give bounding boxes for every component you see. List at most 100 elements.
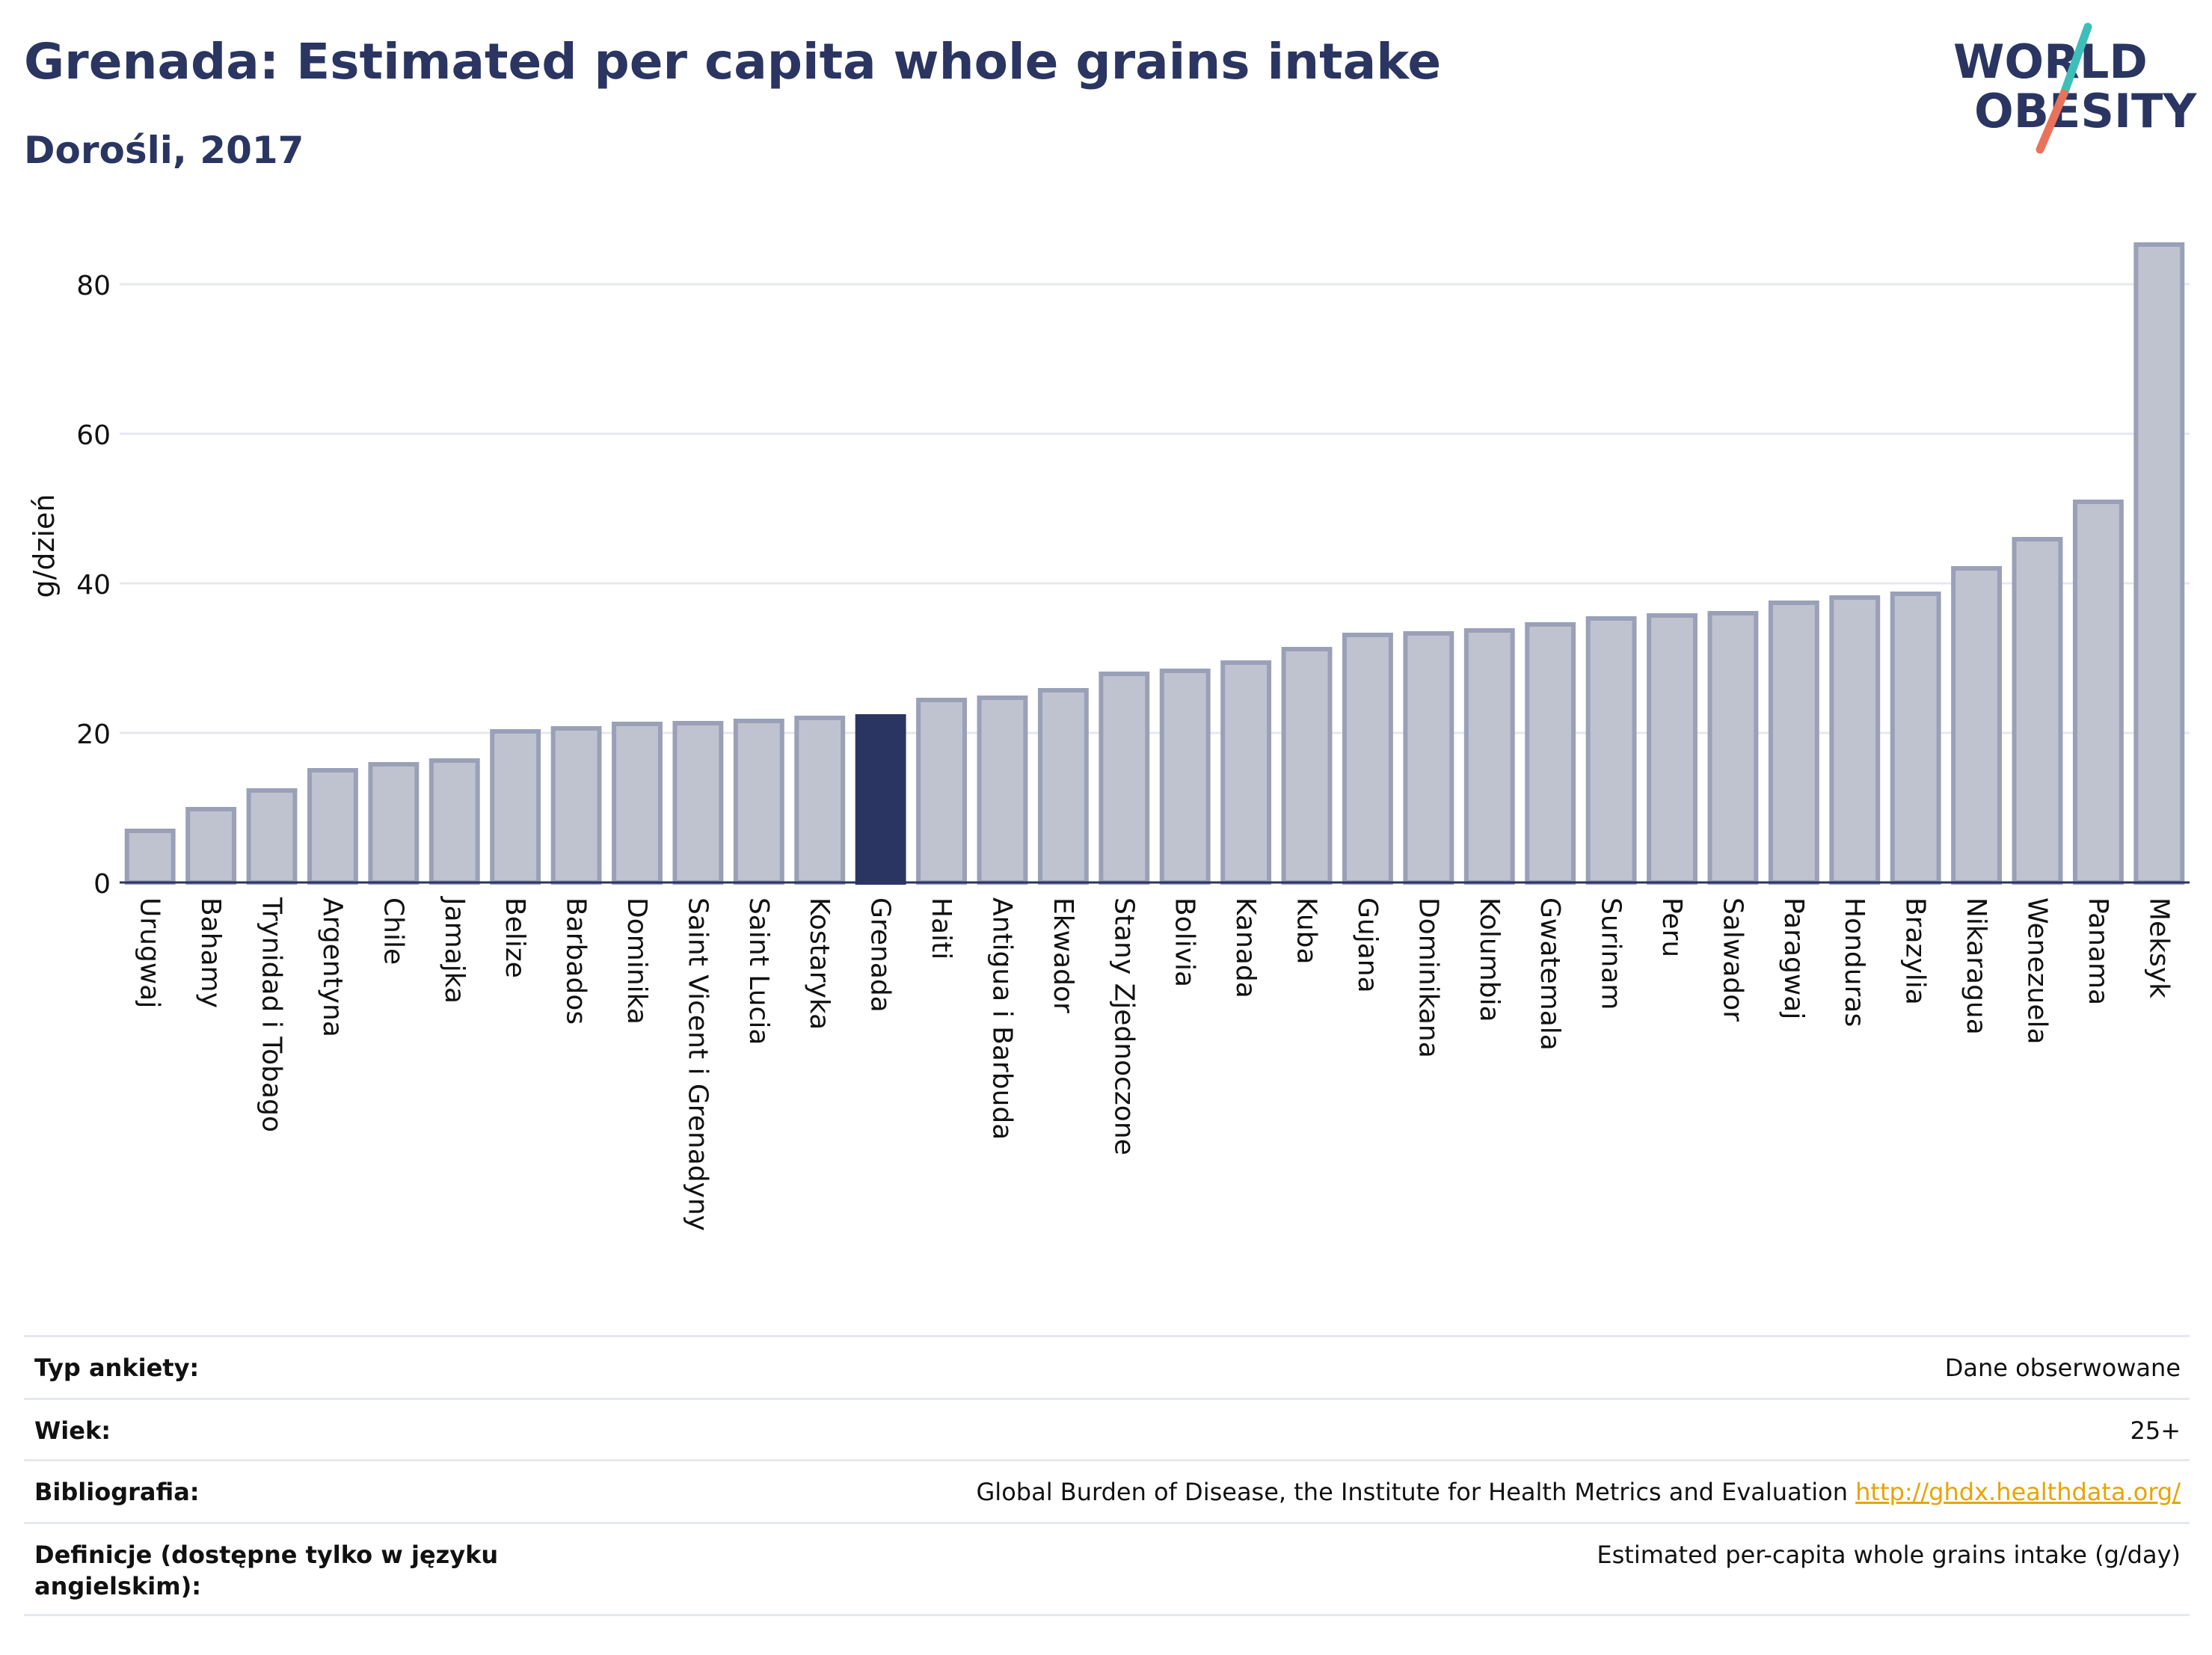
bar-trynidad-i-tobago	[246, 788, 298, 885]
logo-slash-coral	[2036, 89, 2068, 154]
bar-antigua-i-barbuda	[977, 696, 1028, 885]
bar-kanada	[1220, 660, 1272, 885]
bar-kolumbia	[1463, 628, 1515, 885]
bar-meksyk	[2133, 242, 2185, 885]
bar-chile	[368, 762, 420, 885]
meta-value-text: Global Burden of Disease, the Institute …	[976, 1478, 1848, 1506]
x-tick-label: Urugwaj	[135, 897, 165, 1008]
page-subtitle: Dorośli, 2017	[24, 129, 304, 172]
x-tick-label: Gwatemala	[1534, 897, 1565, 1051]
x-tick-label: Belize	[500, 897, 530, 978]
source-link[interactable]: http://ghdx.healthdata.org/	[1855, 1478, 2181, 1506]
bar-dominika	[612, 722, 663, 885]
x-tick-label: Gujana	[1352, 897, 1383, 993]
bar-chart: 0 20 40 60 80 Urugwaj Bahamy Trynidad i Tobago A…	[28, 242, 2190, 1231]
logo-line1: WORLD	[1953, 34, 2148, 89]
meta-label: Definicje (dostępne tylko w języku angie…	[34, 1541, 499, 1600]
x-tick-label: Bahamy	[195, 897, 226, 1008]
bars	[124, 242, 2185, 885]
meta-value: Dane obserwowane	[1945, 1352, 2190, 1384]
bar-kostaryka	[794, 716, 846, 885]
x-tick-label: Brazylia	[1900, 897, 1931, 1005]
meta-row: Definicje (dostępne tylko w języku angie…	[24, 1522, 2190, 1616]
meta-row: Typ ankiety: Dane obserwowane	[24, 1335, 2190, 1398]
bar-gujana	[1342, 633, 1393, 885]
bar-ekwador	[1037, 688, 1089, 885]
x-tick-label: Saint Lucia	[743, 897, 774, 1045]
x-tick-label: Meksyk	[2143, 897, 2174, 998]
meta-label: Bibliografia:	[34, 1478, 200, 1506]
x-tick-label: Kanada	[1230, 897, 1261, 998]
bar-peru	[1647, 613, 1698, 885]
x-tick-label: Stany Zjednoczone	[1108, 897, 1139, 1155]
bar-brazylia	[1890, 592, 1941, 885]
bar-belize	[490, 729, 541, 885]
x-tick-label: Argentyna	[317, 897, 348, 1037]
x-tick-label: Ekwador	[1048, 897, 1078, 1013]
y-tick-label: 60	[76, 420, 111, 451]
x-tick-label: Dominikana	[1413, 897, 1443, 1058]
x-tick-label: Kolumbia	[1474, 897, 1505, 1022]
meta-value: 25+	[2130, 1415, 2190, 1446]
bar-gwatemala	[1525, 622, 1576, 885]
bar-salwador	[1707, 611, 1759, 885]
meta-value: Estimated per-capita whole grains intake…	[1597, 1539, 2190, 1570]
metadata-table: Typ ankiety: Dane obserwowane Wiek: 25+ Bibl…	[24, 1335, 2190, 1616]
bar-haiti	[916, 698, 967, 885]
logo-slash-teal	[2059, 22, 2092, 98]
meta-value-text: Dane obserwowane	[1944, 1354, 2181, 1382]
x-tick-label: Peru	[1656, 897, 1687, 957]
bar-nikaragua	[1951, 566, 2002, 885]
page-title: Grenada: Estimated per capita whole grai…	[24, 33, 1442, 90]
x-tick-label: Barbados	[561, 897, 592, 1025]
x-tick-label: Wenezuela	[2021, 897, 2052, 1045]
bar-paragwaj	[1768, 601, 1819, 885]
x-tick-label: Bolivia	[1170, 897, 1200, 987]
x-tick-label: Jamajka	[439, 896, 470, 1004]
x-tick-label: Grenada	[865, 897, 896, 1013]
logo-line2: OBESITY	[1974, 84, 2197, 138]
bar-grenada	[855, 714, 906, 885]
x-tick-label: Trynidad i Tobago	[256, 897, 287, 1132]
x-tick-label: Dominika	[621, 897, 652, 1025]
bar-saint-lucia	[733, 719, 784, 885]
bar-barbados	[550, 726, 602, 885]
bar-bahamy	[185, 807, 237, 885]
bar-honduras	[1829, 595, 1881, 885]
x-tick-label: Antigua i Barbuda	[986, 897, 1017, 1140]
bar-stany-zjednoczone	[1099, 672, 1150, 885]
bar-wenezuela	[2012, 537, 2063, 885]
meta-row: Bibliografia: Global Burden of Disease, t…	[24, 1459, 2190, 1522]
meta-label: Wiek:	[34, 1416, 111, 1445]
x-tick-label: Saint Vicent i Grenadyny	[682, 897, 713, 1231]
meta-value: Global Burden of Disease, the Institute …	[977, 1476, 2190, 1508]
x-tick-label: Nikaragua	[1961, 897, 1991, 1035]
meta-row: Wiek: 25+	[24, 1398, 2190, 1459]
x-tick-label: Panama	[2083, 897, 2113, 1005]
y-tick-label: 40	[76, 570, 111, 601]
y-tick-label: 80	[76, 271, 111, 301]
x-tick-label: Kostaryka	[804, 897, 835, 1030]
meta-value-text: 25+	[2130, 1416, 2181, 1445]
bar-urugwaj	[124, 829, 176, 885]
axes: 0 20 40 60 80 Urugwaj Bahamy Trynidad i Tobago A…	[76, 271, 2190, 1231]
world-obesity-logo: WORLD OBESITY	[1953, 22, 2197, 154]
bar-argentyna	[307, 768, 358, 885]
bar-surinam	[1585, 616, 1637, 885]
y-axis-label: g/dzień	[28, 494, 61, 598]
x-tick-label: Kuba	[1291, 897, 1322, 965]
meta-value-text: Estimated per-capita whole grains intake…	[1597, 1541, 2181, 1569]
y-tick-label: 20	[76, 719, 111, 750]
bar-kuba	[1281, 647, 1333, 885]
y-tick-label: 0	[93, 869, 111, 900]
bar-saint-vicent-i-grenadyny	[672, 721, 724, 885]
x-tick-label: Chile	[378, 897, 408, 965]
x-tick-label: Honduras	[1839, 897, 1870, 1027]
x-tick-label: Surinam	[1596, 897, 1626, 1010]
x-tick-label: Haiti	[926, 897, 956, 959]
bar-dominikana	[1403, 631, 1454, 885]
meta-label: Typ ankiety:	[34, 1354, 200, 1382]
grid-lines	[120, 283, 2190, 734]
x-tick-label: Salwador	[1717, 897, 1748, 1022]
bar-jamajka	[428, 758, 480, 885]
